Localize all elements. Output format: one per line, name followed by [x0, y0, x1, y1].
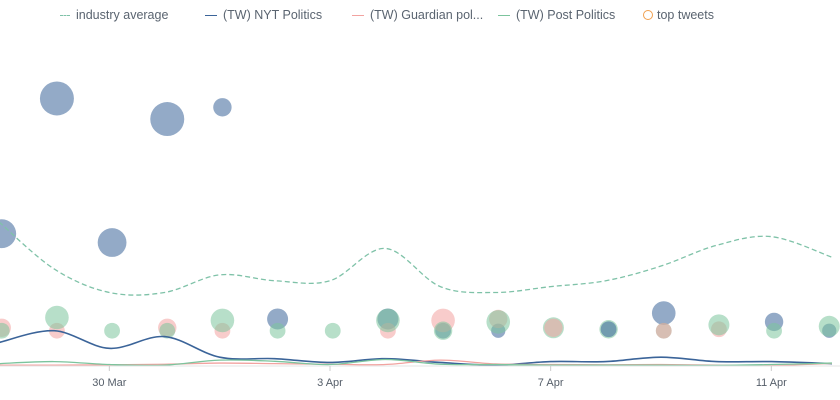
top-tweet-bubble[interactable] [818, 315, 840, 337]
top-tweet-bubble[interactable] [0, 219, 17, 249]
top-tweet-bubbles [0, 81, 840, 340]
top-tweet-bubble[interactable] [159, 322, 176, 339]
top-tweet-bubble[interactable] [433, 321, 453, 340]
x-tick-label: 11 Apr [756, 377, 787, 389]
top-tweet-bubble[interactable] [376, 308, 400, 333]
x-tick-label: 30 Mar [92, 377, 127, 389]
line-icon [352, 14, 364, 16]
x-tick-label: 3 Apr [317, 377, 343, 389]
legend-label: top tweets [657, 8, 714, 22]
top-tweet-bubble[interactable] [97, 228, 127, 257]
x-tick-label: 7 Apr [538, 377, 564, 389]
legend-label: (TW) NYT Politics [223, 8, 323, 22]
legend-item-guardian-politics[interactable]: (TW) Guardian pol... [352, 7, 483, 23]
legend-label: (TW) Guardian pol... [370, 8, 484, 22]
legend-item-industry-average[interactable]: industry average [60, 7, 168, 23]
legend-label: (TW) Post Politics [516, 8, 616, 22]
top-tweet-bubble[interactable] [45, 305, 69, 330]
top-tweet-bubble[interactable] [766, 322, 782, 339]
dashed-line-icon [60, 14, 70, 16]
top-tweet-bubble[interactable] [544, 318, 563, 337]
top-tweet-bubble[interactable] [210, 308, 235, 333]
legend-label: industry average [76, 8, 169, 22]
top-tweet-bubble[interactable] [600, 321, 617, 338]
top-tweet-bubble[interactable] [269, 322, 286, 339]
series-line[interactable] [0, 221, 833, 296]
top-tweet-bubble[interactable] [486, 310, 511, 334]
line-icon [205, 14, 217, 16]
series-lines [0, 221, 833, 367]
x-axis-ticks: 30 Mar 3 Apr 7 Apr 11 Apr [92, 366, 787, 389]
top-tweet-bubble[interactable] [324, 322, 341, 339]
top-tweet-bubble[interactable] [150, 102, 185, 137]
top-tweet-bubble[interactable] [0, 322, 10, 339]
legend-item-nyt-politics[interactable]: (TW) NYT Politics [205, 7, 322, 23]
legend-item-top-tweets[interactable]: top tweets [643, 7, 714, 23]
chart-legend: industry average (TW) NYT Politics (TW) … [0, 0, 840, 30]
top-tweet-bubble[interactable] [39, 81, 74, 116]
legend-item-post-politics[interactable]: (TW) Post Politics [498, 7, 615, 23]
top-tweet-bubble[interactable] [655, 322, 672, 339]
circle-icon [643, 10, 653, 20]
top-tweet-bubble[interactable] [267, 308, 289, 330]
line-icon [498, 14, 510, 16]
series-line[interactable] [0, 358, 833, 367]
top-tweet-bubble[interactable] [213, 98, 232, 117]
top-tweet-bubble[interactable] [651, 301, 676, 325]
top-tweet-bubble[interactable] [104, 322, 120, 339]
top-tweet-bubble[interactable] [708, 314, 730, 336]
series-line[interactable] [0, 329, 833, 366]
